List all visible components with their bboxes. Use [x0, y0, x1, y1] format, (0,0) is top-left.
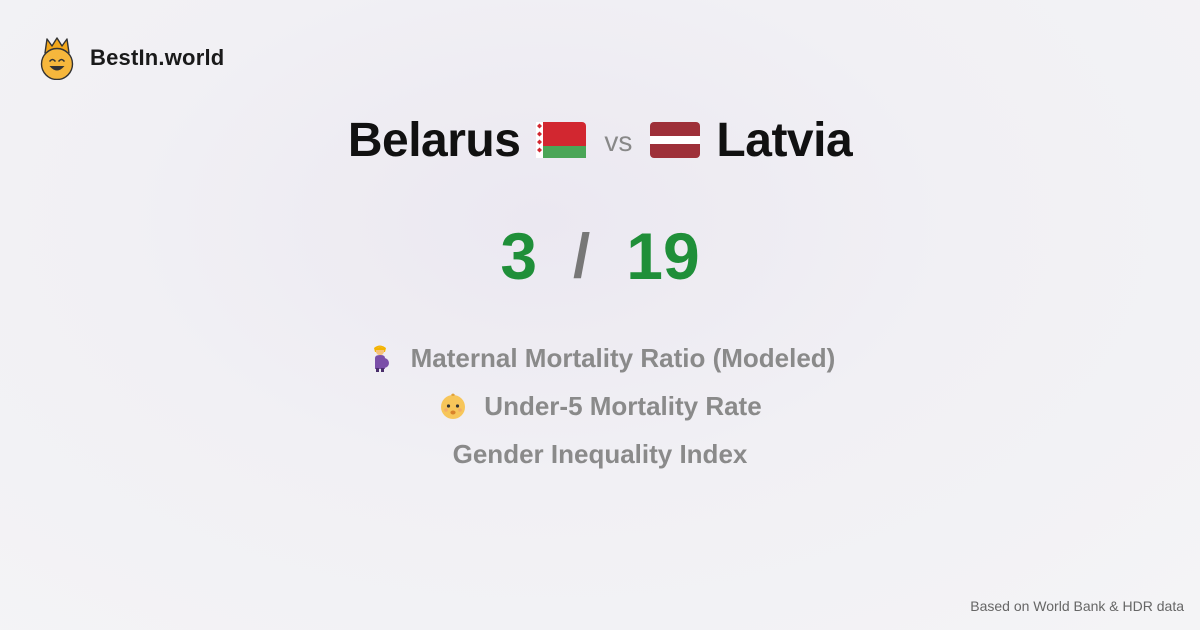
- metric-item: Gender Inequality Index: [453, 430, 748, 478]
- right-country-name: Latvia: [716, 113, 853, 167]
- metric-label: Under-5 Mortality Rate: [484, 390, 762, 421]
- brand-logo[interactable]: BestIn.world: [38, 36, 224, 80]
- metric-label: Gender Inequality Index: [452, 438, 748, 469]
- comparison-title: Belarus vs Latvia: [0, 108, 1200, 172]
- data-source-note: Based on World Bank & HDR data: [970, 598, 1184, 614]
- right-score: 19: [626, 219, 700, 293]
- metric-item: Under-5 Mortality Rate: [438, 382, 762, 430]
- left-score: 3: [500, 219, 538, 293]
- brand-name: BestIn.world: [90, 45, 225, 70]
- latvia-flag-icon: [650, 122, 701, 158]
- vs-label: vs: [604, 126, 633, 157]
- score-display: 3 / 19: [0, 214, 1200, 298]
- score-separator: /: [573, 221, 591, 291]
- pregnant-woman-icon: [373, 345, 389, 372]
- metric-item: Maternal Mortality Ratio (Modeled): [365, 334, 836, 382]
- belarus-flag-icon: [536, 122, 587, 158]
- metrics-list: Maternal Mortality Ratio (Modeled) Under…: [0, 334, 1200, 478]
- baby-icon: [441, 393, 466, 419]
- grinning-face-with-crown-icon: [40, 37, 74, 80]
- left-country-name: Belarus: [347, 113, 521, 167]
- metric-label: Maternal Mortality Ratio (Modeled): [410, 342, 836, 373]
